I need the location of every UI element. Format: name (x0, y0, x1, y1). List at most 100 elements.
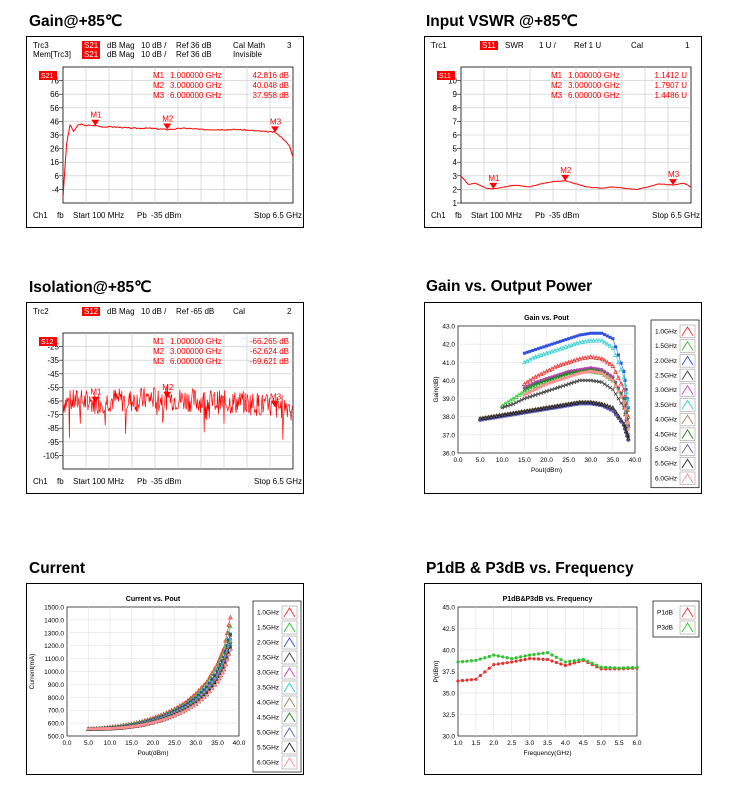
footer-text: Stop 6.5 GHz (254, 477, 302, 486)
x-tick-label: 40.0 (233, 740, 246, 747)
legend-glyph (681, 607, 694, 618)
data-point (217, 666, 221, 670)
data-point (586, 378, 590, 383)
data-point (219, 662, 223, 666)
y-tick-label: 37.0 (442, 432, 455, 439)
data-point (610, 363, 616, 368)
legend-swatch (281, 635, 298, 650)
data-point (151, 721, 155, 725)
data-point (193, 690, 199, 696)
data-point (595, 663, 599, 667)
y-tick-label: 36.0 (442, 451, 455, 458)
data-point (505, 656, 509, 660)
x-tick-label: 10.0 (496, 457, 509, 464)
data-point (608, 377, 612, 381)
data-point (225, 644, 229, 648)
marker-readout-label: M1 (153, 71, 165, 80)
data-point (596, 401, 602, 406)
legend-glyph (283, 727, 296, 738)
y-tick-label: 800.0 (48, 695, 65, 702)
footer-text: Ch1 (33, 477, 48, 486)
x-tick-label: 30.0 (190, 740, 203, 747)
data-point (569, 401, 574, 406)
data-point (569, 358, 574, 364)
data-point (599, 401, 605, 406)
data-point (460, 660, 465, 664)
data-point (514, 400, 518, 405)
data-point (496, 654, 500, 658)
data-point (170, 715, 174, 719)
data-point (217, 677, 221, 681)
data-point (197, 700, 201, 704)
marker-triangle (271, 126, 280, 133)
data-point (532, 652, 536, 657)
data-point (603, 333, 607, 337)
trace-line (62, 123, 294, 198)
data-point (533, 406, 538, 412)
y-tick-label: 600.0 (48, 721, 65, 728)
data-point (545, 657, 550, 662)
y-tick-label: -85 (47, 424, 59, 433)
data-point (530, 393, 535, 398)
data-point (608, 666, 612, 670)
data-point (596, 337, 602, 343)
data-point (597, 371, 601, 375)
data-point (611, 378, 615, 382)
data-point (593, 400, 599, 406)
data-point (594, 370, 598, 374)
data-point (561, 377, 565, 381)
data-point (227, 653, 231, 657)
data-point (559, 658, 563, 662)
legend-label: 4.0GHz (655, 417, 677, 424)
y-tick-label: 36 (50, 131, 59, 140)
data-point (521, 408, 527, 414)
data-point (571, 400, 577, 406)
data-point (173, 714, 176, 718)
trace-tag-box (437, 71, 455, 80)
y-tick-label: 500.0 (48, 734, 65, 741)
marker-label: M1 (90, 388, 102, 397)
data-point (630, 665, 635, 670)
header-text: 1 U / (539, 41, 557, 50)
data-point (536, 381, 541, 386)
data-point (220, 666, 224, 670)
header-text: Ref -65 dB (176, 307, 214, 316)
x-tick-label: 2.5 (507, 740, 516, 747)
data-point (563, 344, 569, 349)
data-point (525, 350, 529, 354)
data-point (566, 343, 572, 348)
data-point (487, 654, 491, 659)
data-point (566, 382, 571, 386)
data-point (494, 413, 500, 418)
data-point (532, 657, 536, 661)
data-point (618, 366, 624, 372)
data-point (132, 724, 136, 728)
marker-readout-freq: 6.000000 GHz (170, 91, 222, 100)
data-point (519, 655, 523, 659)
footer-text: -35 dBm (549, 211, 580, 220)
x-tick-label: 35.0 (607, 457, 620, 464)
data-point (603, 373, 607, 377)
data-point (607, 343, 613, 348)
gain-85-title: Gain@+85℃ (29, 13, 123, 30)
legend-swatch (281, 725, 298, 740)
x-tick-label: 5.0 (476, 457, 485, 464)
legend-swatch (281, 710, 298, 725)
header-text: S21 (84, 41, 99, 50)
legend-glyph (283, 697, 296, 708)
data-point (488, 414, 494, 419)
y-tick-label: -95 (47, 438, 59, 447)
y-tick-label: 26 (50, 145, 59, 154)
x-tick-label: 0.0 (62, 740, 71, 747)
data-point (225, 652, 229, 656)
data-point (619, 420, 623, 424)
data-point (589, 331, 593, 335)
data-point (569, 342, 574, 348)
y-tick-label: 1300.0 (44, 630, 64, 637)
data-point (460, 678, 465, 683)
legend-label: 4.5GHz (655, 431, 677, 438)
data-point (602, 357, 607, 363)
data-point (585, 338, 591, 343)
data-point (225, 658, 229, 662)
x-tick-label: 2.0 (489, 740, 498, 747)
